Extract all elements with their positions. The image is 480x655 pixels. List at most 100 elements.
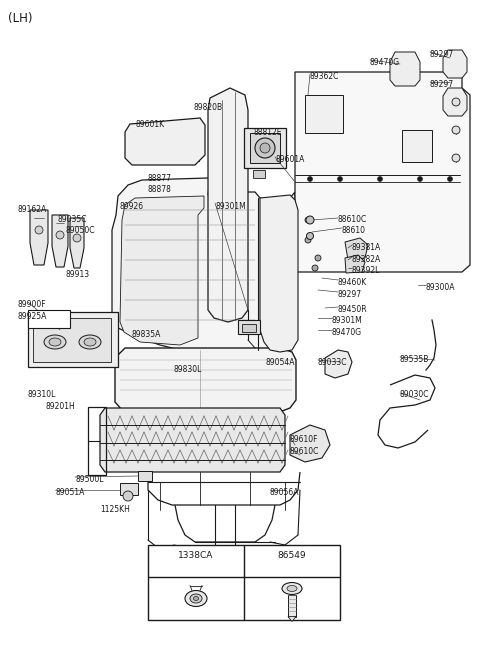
Bar: [238, 320, 260, 334]
Bar: [242, 324, 256, 332]
Bar: [250, 133, 280, 163]
Text: 89297: 89297: [338, 290, 362, 299]
Bar: [138, 471, 152, 481]
Ellipse shape: [79, 335, 101, 349]
Polygon shape: [325, 350, 352, 378]
Text: 88610: 88610: [342, 226, 366, 235]
Text: 89301M: 89301M: [332, 316, 363, 325]
Polygon shape: [345, 255, 365, 273]
Circle shape: [260, 143, 270, 153]
Polygon shape: [115, 348, 296, 415]
Text: 89470G: 89470G: [332, 328, 362, 337]
Bar: [148, 545, 340, 620]
Text: 89050C: 89050C: [66, 226, 96, 235]
Bar: [88, 407, 106, 475]
Bar: [305, 95, 343, 133]
Text: 89381A: 89381A: [352, 243, 381, 252]
Text: 89051A: 89051A: [55, 488, 84, 497]
Polygon shape: [443, 88, 467, 116]
Circle shape: [418, 176, 422, 181]
Ellipse shape: [190, 594, 202, 603]
Text: 89913: 89913: [66, 270, 90, 279]
Circle shape: [452, 98, 460, 106]
Circle shape: [312, 265, 318, 271]
Text: 86549: 86549: [278, 551, 306, 560]
Circle shape: [337, 176, 343, 181]
Text: 89297: 89297: [430, 50, 454, 59]
Ellipse shape: [44, 335, 66, 349]
Text: 89056A: 89056A: [270, 488, 300, 497]
Ellipse shape: [185, 591, 207, 607]
Ellipse shape: [287, 586, 297, 591]
Text: 89610F: 89610F: [290, 435, 319, 444]
Text: 89535B: 89535B: [400, 355, 430, 364]
Text: 89382A: 89382A: [352, 255, 381, 264]
Circle shape: [315, 255, 321, 261]
Text: 89310L: 89310L: [28, 390, 56, 399]
Text: 89601K: 89601K: [135, 120, 164, 129]
Polygon shape: [112, 178, 295, 350]
Circle shape: [377, 176, 383, 181]
Text: 89470G: 89470G: [370, 58, 400, 67]
Polygon shape: [295, 72, 470, 272]
Bar: [244, 128, 286, 168]
Bar: [402, 130, 432, 162]
Ellipse shape: [282, 582, 302, 595]
Text: 1125KH: 1125KH: [100, 505, 130, 514]
Circle shape: [255, 138, 275, 158]
Bar: [253, 170, 265, 178]
Text: 89460K: 89460K: [338, 278, 367, 287]
Text: 89601A: 89601A: [275, 155, 304, 164]
Text: 89297: 89297: [430, 80, 454, 89]
Circle shape: [56, 231, 64, 239]
Text: 89835A: 89835A: [132, 330, 161, 339]
Polygon shape: [30, 210, 48, 265]
Polygon shape: [390, 52, 420, 86]
Text: 89450R: 89450R: [338, 305, 368, 314]
Polygon shape: [125, 118, 205, 165]
Ellipse shape: [49, 338, 61, 346]
Text: 89035C: 89035C: [58, 215, 87, 224]
Text: 88878: 88878: [148, 185, 172, 194]
Text: 89820B: 89820B: [193, 103, 222, 112]
Circle shape: [452, 154, 460, 162]
Polygon shape: [345, 238, 368, 260]
Bar: [28, 312, 118, 367]
Text: 89392L: 89392L: [352, 266, 380, 275]
Polygon shape: [120, 196, 204, 345]
Text: 89925A: 89925A: [18, 312, 48, 321]
Polygon shape: [288, 616, 296, 622]
Polygon shape: [290, 425, 330, 462]
Polygon shape: [52, 215, 68, 267]
Polygon shape: [208, 88, 248, 322]
Text: (LH): (LH): [8, 12, 33, 25]
Circle shape: [305, 237, 311, 243]
Text: 88610C: 88610C: [338, 215, 367, 224]
Text: 89610C: 89610C: [290, 447, 319, 456]
Text: 89162A: 89162A: [18, 205, 47, 214]
Polygon shape: [70, 218, 84, 268]
Text: 89362C: 89362C: [310, 72, 339, 81]
Circle shape: [308, 176, 312, 181]
Bar: [120, 483, 138, 495]
Text: 89030C: 89030C: [400, 390, 430, 399]
Text: 89033C: 89033C: [318, 358, 348, 367]
Circle shape: [35, 226, 43, 234]
Text: 89926: 89926: [120, 202, 144, 211]
Circle shape: [123, 491, 133, 501]
Polygon shape: [443, 50, 467, 78]
Circle shape: [73, 234, 81, 242]
Text: 89500L: 89500L: [75, 475, 104, 484]
Circle shape: [306, 216, 314, 224]
Circle shape: [452, 126, 460, 134]
Text: 1338CA: 1338CA: [178, 551, 214, 560]
Bar: [28, 310, 70, 328]
Circle shape: [307, 233, 313, 240]
Text: 89300A: 89300A: [426, 283, 456, 292]
Text: 88877: 88877: [148, 174, 172, 183]
Text: 89301M: 89301M: [215, 202, 246, 211]
Circle shape: [305, 217, 311, 223]
Bar: [288, 595, 296, 616]
Bar: [33, 318, 111, 362]
Text: 89201H: 89201H: [46, 402, 76, 411]
